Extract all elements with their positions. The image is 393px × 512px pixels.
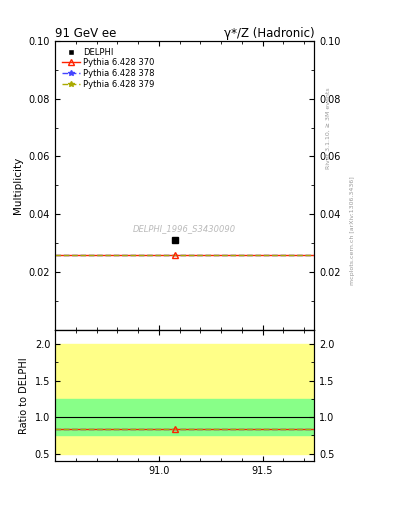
Y-axis label: Ratio to DELPHI: Ratio to DELPHI bbox=[19, 357, 29, 434]
Text: 91 GeV ee: 91 GeV ee bbox=[55, 27, 116, 40]
Text: mcplots.cern.ch [arXiv:1306.3436]: mcplots.cern.ch [arXiv:1306.3436] bbox=[350, 176, 355, 285]
Text: DELPHI_1996_S3430090: DELPHI_1996_S3430090 bbox=[133, 224, 236, 233]
Text: γ*/Z (Hadronic): γ*/Z (Hadronic) bbox=[224, 27, 314, 40]
Legend: DELPHI, Pythia 6.428 370, Pythia 6.428 378, Pythia 6.428 379: DELPHI, Pythia 6.428 370, Pythia 6.428 3… bbox=[59, 45, 157, 91]
Bar bbox=[55, 344, 314, 454]
Text: Rivet 3.1.10, ≥ 3M events: Rivet 3.1.10, ≥ 3M events bbox=[326, 87, 331, 169]
Y-axis label: Multiplicity: Multiplicity bbox=[13, 157, 23, 214]
Bar bbox=[55, 399, 314, 435]
